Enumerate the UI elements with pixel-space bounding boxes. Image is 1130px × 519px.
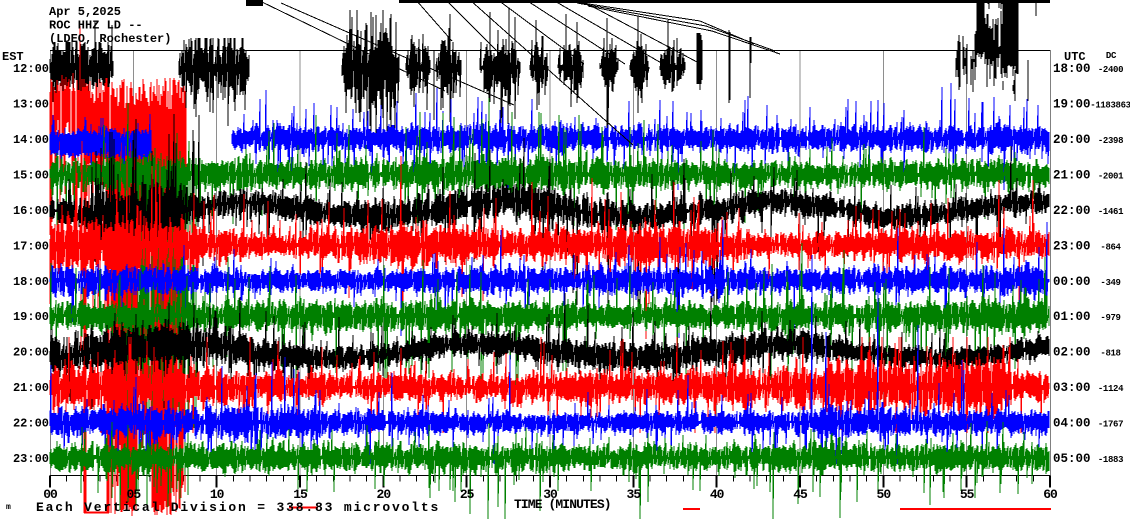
svg-text:(LDEO, Rochester): (LDEO, Rochester) [49, 32, 171, 46]
svg-text:16:00: 16:00 [13, 204, 49, 218]
svg-text:00:00: 00:00 [1053, 275, 1091, 289]
svg-text:20: 20 [377, 487, 392, 502]
svg-text:20:00: 20:00 [13, 346, 49, 360]
svg-text:18:00: 18:00 [13, 275, 49, 289]
svg-text:12:00: 12:00 [13, 62, 49, 76]
svg-text:05: 05 [127, 487, 142, 502]
svg-text:17:00: 17:00 [13, 239, 49, 253]
svg-text:23:00: 23:00 [1053, 239, 1091, 253]
svg-text:-1461: -1461 [1098, 207, 1124, 217]
svg-text:19:00: 19:00 [13, 310, 49, 324]
svg-text:-1767: -1767 [1098, 420, 1123, 430]
svg-text:50: 50 [877, 487, 892, 502]
svg-text:25: 25 [460, 487, 475, 502]
svg-text:30: 30 [543, 487, 558, 502]
svg-text:22:00: 22:00 [13, 417, 49, 431]
svg-text:15: 15 [293, 487, 308, 502]
svg-text:55: 55 [960, 487, 975, 502]
svg-text:Each Vertical Division = 338.8: Each Vertical Division = 338.83 microvol… [36, 500, 440, 515]
svg-text:13:00: 13:00 [13, 97, 49, 111]
svg-text:-1883: -1883 [1098, 455, 1123, 465]
svg-text:ROC HHZ LD --: ROC HHZ LD -- [49, 19, 143, 33]
svg-text:TIME (MINUTES): TIME (MINUTES) [514, 497, 611, 512]
svg-text:21:00: 21:00 [13, 381, 49, 395]
svg-text:-818: -818 [1100, 349, 1120, 359]
svg-text:10: 10 [210, 487, 225, 502]
svg-text:DC: DC [1106, 51, 1117, 61]
svg-text:18:00: 18:00 [1053, 62, 1091, 76]
svg-text:UTC: UTC [1064, 50, 1086, 64]
svg-text:-864: -864 [1100, 242, 1121, 252]
svg-text:Apr 5,2025: Apr 5,2025 [49, 5, 121, 19]
svg-text:-2400: -2400 [1098, 65, 1123, 75]
svg-text:-1183863: -1183863 [1090, 100, 1130, 110]
svg-text:22:00: 22:00 [1053, 204, 1091, 218]
svg-text:05:00: 05:00 [1053, 452, 1091, 466]
svg-text:04:00: 04:00 [1053, 417, 1091, 431]
svg-text:-349: -349 [1100, 278, 1120, 288]
svg-text:-2001: -2001 [1098, 171, 1124, 181]
svg-text:03:00: 03:00 [1053, 381, 1091, 395]
svg-text:45: 45 [793, 487, 808, 502]
svg-text:23:00: 23:00 [13, 452, 49, 466]
svg-text:-1124: -1124 [1098, 384, 1124, 394]
svg-text:EST: EST [2, 50, 24, 64]
svg-text:15:00: 15:00 [13, 168, 49, 182]
svg-text:00: 00 [43, 487, 58, 502]
svg-text:m: m [6, 503, 11, 512]
svg-text:02:00: 02:00 [1053, 346, 1091, 360]
svg-text:20:00: 20:00 [1053, 133, 1091, 147]
svg-text:-2398: -2398 [1098, 136, 1123, 146]
svg-text:40: 40 [710, 487, 725, 502]
svg-text:14:00: 14:00 [13, 133, 49, 147]
svg-text:21:00: 21:00 [1053, 168, 1091, 182]
svg-text:-979: -979 [1100, 313, 1120, 323]
svg-text:19:00: 19:00 [1053, 97, 1091, 111]
svg-text:01:00: 01:00 [1053, 310, 1091, 324]
svg-text:35: 35 [627, 487, 642, 502]
svg-text:60: 60 [1043, 487, 1058, 502]
